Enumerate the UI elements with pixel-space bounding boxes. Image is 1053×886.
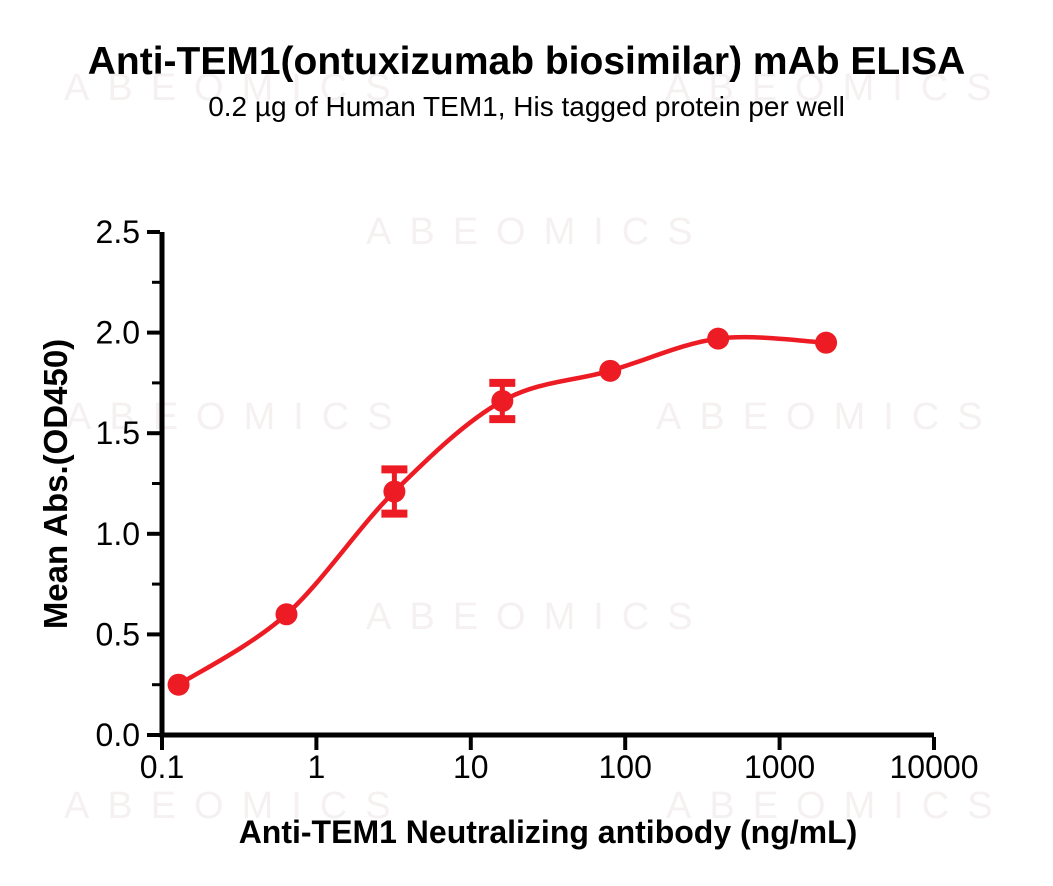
x-tick-label: 10 <box>453 749 489 785</box>
abeomics-watermark: ABEOMICS <box>366 211 711 253</box>
abeomics-watermark: ABEOMICS <box>66 396 411 438</box>
x-tick-label: 100 <box>599 749 652 785</box>
y-tick-label: 2.5 <box>96 214 140 250</box>
abeomics-watermark: ABEOMICS <box>366 596 711 638</box>
abeomics-watermark: ABEOMICS <box>665 67 1010 109</box>
y-axis-title: Mean Abs.(OD450) <box>37 338 74 630</box>
chart-title: Anti-TEM1(ontuxizumab biosimilar) mAb EL… <box>87 40 966 83</box>
abeomics-watermark: ABEOMICS <box>64 785 409 827</box>
x-tick-label: 0.1 <box>140 749 184 785</box>
data-point <box>275 603 298 626</box>
data-point <box>491 390 514 413</box>
y-tick-label: 1.5 <box>96 415 140 451</box>
y-tick-label: 2.0 <box>96 315 140 351</box>
abeomics-watermark: ABEOMICS <box>64 67 409 109</box>
x-tick-label: 10000 <box>890 749 979 785</box>
data-point <box>167 673 190 696</box>
abeomics-watermark: ABEOMICS <box>666 785 1011 827</box>
y-tick-label: 0.5 <box>96 616 140 652</box>
x-tick-label: 1 <box>308 749 326 785</box>
data-point <box>599 359 622 382</box>
chart-subtitle: 0.2 µg of Human TEM1, His tagged protein… <box>208 91 845 122</box>
data-point <box>707 327 730 350</box>
y-tick-label: 1.0 <box>96 516 140 552</box>
x-tick-label: 1000 <box>744 749 815 785</box>
data-point <box>383 480 406 503</box>
data-point <box>815 331 838 354</box>
abeomics-watermark: ABEOMICS <box>656 396 1001 438</box>
axis-lines <box>159 232 934 738</box>
x-axis-title: Anti-TEM1 Neutralizing antibody (ng/mL) <box>238 814 858 850</box>
y-tick-label: 0.0 <box>96 717 140 753</box>
